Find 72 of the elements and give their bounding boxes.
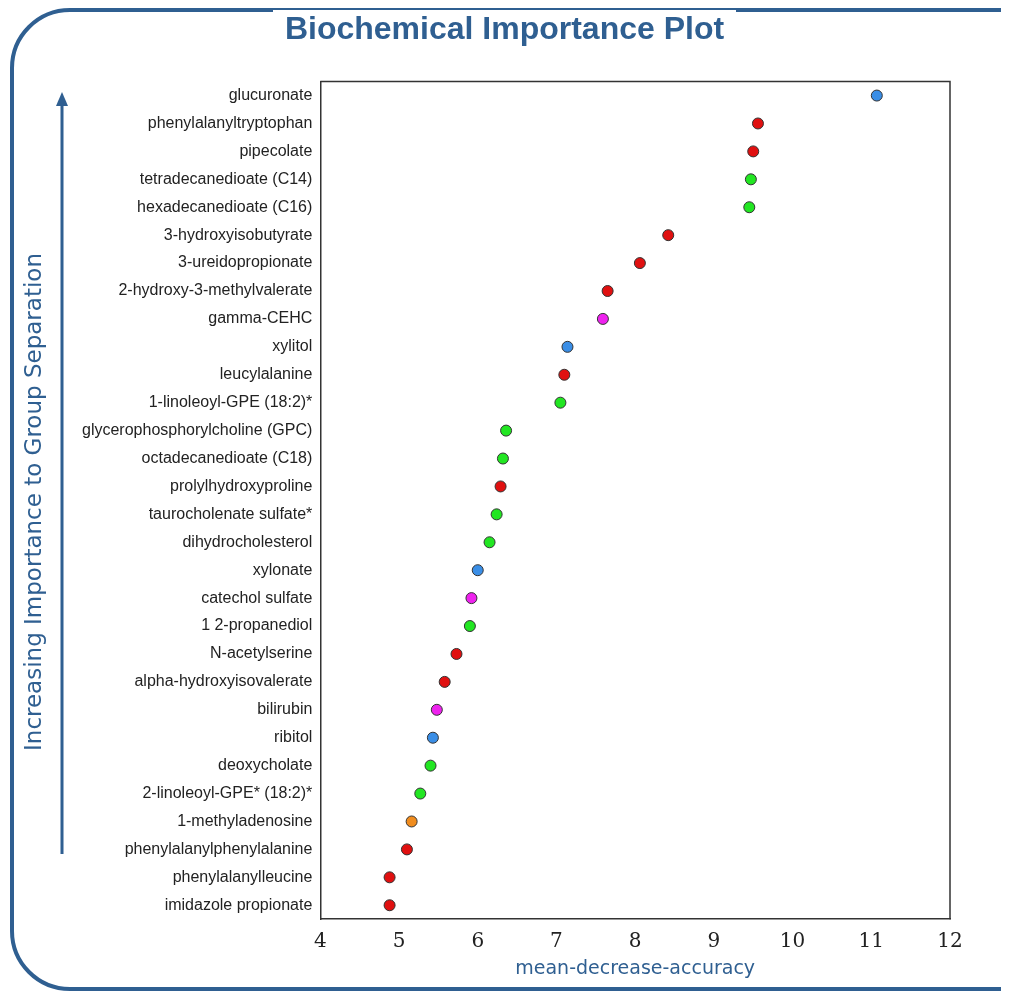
x-tick-label: 7 bbox=[550, 928, 563, 953]
point bbox=[383, 899, 396, 912]
x-tick-label: 10 bbox=[779, 928, 806, 953]
x-tick-label: 5 bbox=[392, 928, 406, 953]
y-tick-label: pipecolate bbox=[239, 141, 313, 159]
point bbox=[463, 620, 476, 633]
point bbox=[465, 592, 478, 605]
point bbox=[430, 703, 443, 716]
point bbox=[400, 843, 413, 856]
y-tick-label: leucylalanine bbox=[219, 365, 313, 383]
point bbox=[424, 759, 437, 772]
point bbox=[496, 452, 509, 465]
point bbox=[414, 787, 427, 800]
point bbox=[558, 368, 571, 381]
y-tick-label: prolylhydroxyproline bbox=[170, 476, 313, 494]
y-tick-label: 3-hydroxyisobutyrate bbox=[163, 225, 313, 243]
point bbox=[870, 89, 883, 102]
point bbox=[561, 340, 574, 353]
x-axis-title: mean-decrease-accuracy bbox=[515, 955, 756, 978]
point bbox=[405, 815, 418, 828]
x-tick-label: 9 bbox=[707, 928, 721, 953]
y-tick-label: octadecanedioate (C18) bbox=[141, 448, 313, 466]
y-tick-label: glycerophosphorylcholine (GPC) bbox=[82, 421, 313, 439]
y-tick-label: imidazole propionate bbox=[164, 895, 313, 913]
x-tick-label: 8 bbox=[628, 928, 642, 953]
point bbox=[426, 731, 439, 744]
y-tick-label: gamma-CEHC bbox=[208, 309, 313, 327]
point bbox=[751, 117, 764, 130]
point bbox=[744, 173, 757, 186]
x-tick-label: 4 bbox=[313, 928, 327, 953]
y-tick-label: tetradecanedioate (C14) bbox=[139, 169, 313, 187]
y-tick-label: ribitol bbox=[274, 728, 313, 746]
y-tick-label: N-acetylserine bbox=[210, 644, 313, 662]
y-tick-label: phenylalanylphenylalanine bbox=[124, 839, 313, 857]
chart-title: Biochemical Importance Plot bbox=[272, 10, 737, 46]
y-tick-label: dihydrocholesterol bbox=[182, 532, 313, 550]
y-tick-label: phenylalanyltryptophan bbox=[147, 113, 313, 131]
y-tick-label: alpha-hydroxyisovalerate bbox=[134, 672, 313, 690]
y-tick-label: hexadecanedioate (C16) bbox=[137, 197, 313, 215]
y-tick-label: 1-methyladenosine bbox=[177, 811, 313, 829]
point bbox=[662, 229, 675, 242]
point bbox=[500, 424, 513, 437]
y-tick-label: 2-hydroxy-3-methylvalerate bbox=[118, 281, 313, 299]
point bbox=[450, 647, 463, 660]
y-tick-label: 1 2-propanediol bbox=[201, 616, 313, 634]
y-tick-label: 3-ureidopropionate bbox=[178, 253, 313, 271]
point bbox=[601, 285, 614, 297]
point bbox=[483, 536, 496, 549]
y-tick-label: 2-linoleoyl-GPE* (18:2)* bbox=[142, 783, 313, 801]
y-tick-label: xylonate bbox=[252, 560, 313, 578]
y-tick-label: deoxycholate bbox=[218, 756, 313, 774]
y-tick-label: 1-linoleoyl-GPE (18:2)* bbox=[148, 393, 313, 411]
x-tick-label: 11 bbox=[858, 928, 885, 953]
point bbox=[596, 312, 609, 325]
y-tick-label: xylitol bbox=[272, 337, 313, 355]
point bbox=[633, 257, 646, 270]
x-tick-label: 12 bbox=[937, 928, 963, 953]
y-axis-title: Increasing Importance to Group Separation bbox=[20, 252, 47, 753]
point bbox=[490, 508, 503, 521]
point bbox=[383, 871, 396, 884]
y-tick-label: phenylalanylleucine bbox=[172, 867, 313, 885]
point bbox=[494, 480, 507, 493]
point bbox=[554, 396, 567, 409]
point bbox=[747, 145, 760, 158]
y-tick-label: taurocholenate sulfate* bbox=[148, 504, 313, 522]
y-tick-label: glucuronate bbox=[228, 85, 313, 103]
point bbox=[743, 201, 756, 214]
y-tick-label: bilirubin bbox=[257, 700, 313, 718]
point bbox=[438, 675, 451, 688]
x-tick-label: 6 bbox=[471, 928, 485, 953]
point bbox=[471, 564, 484, 577]
y-tick-label: catechol sulfate bbox=[201, 588, 313, 606]
